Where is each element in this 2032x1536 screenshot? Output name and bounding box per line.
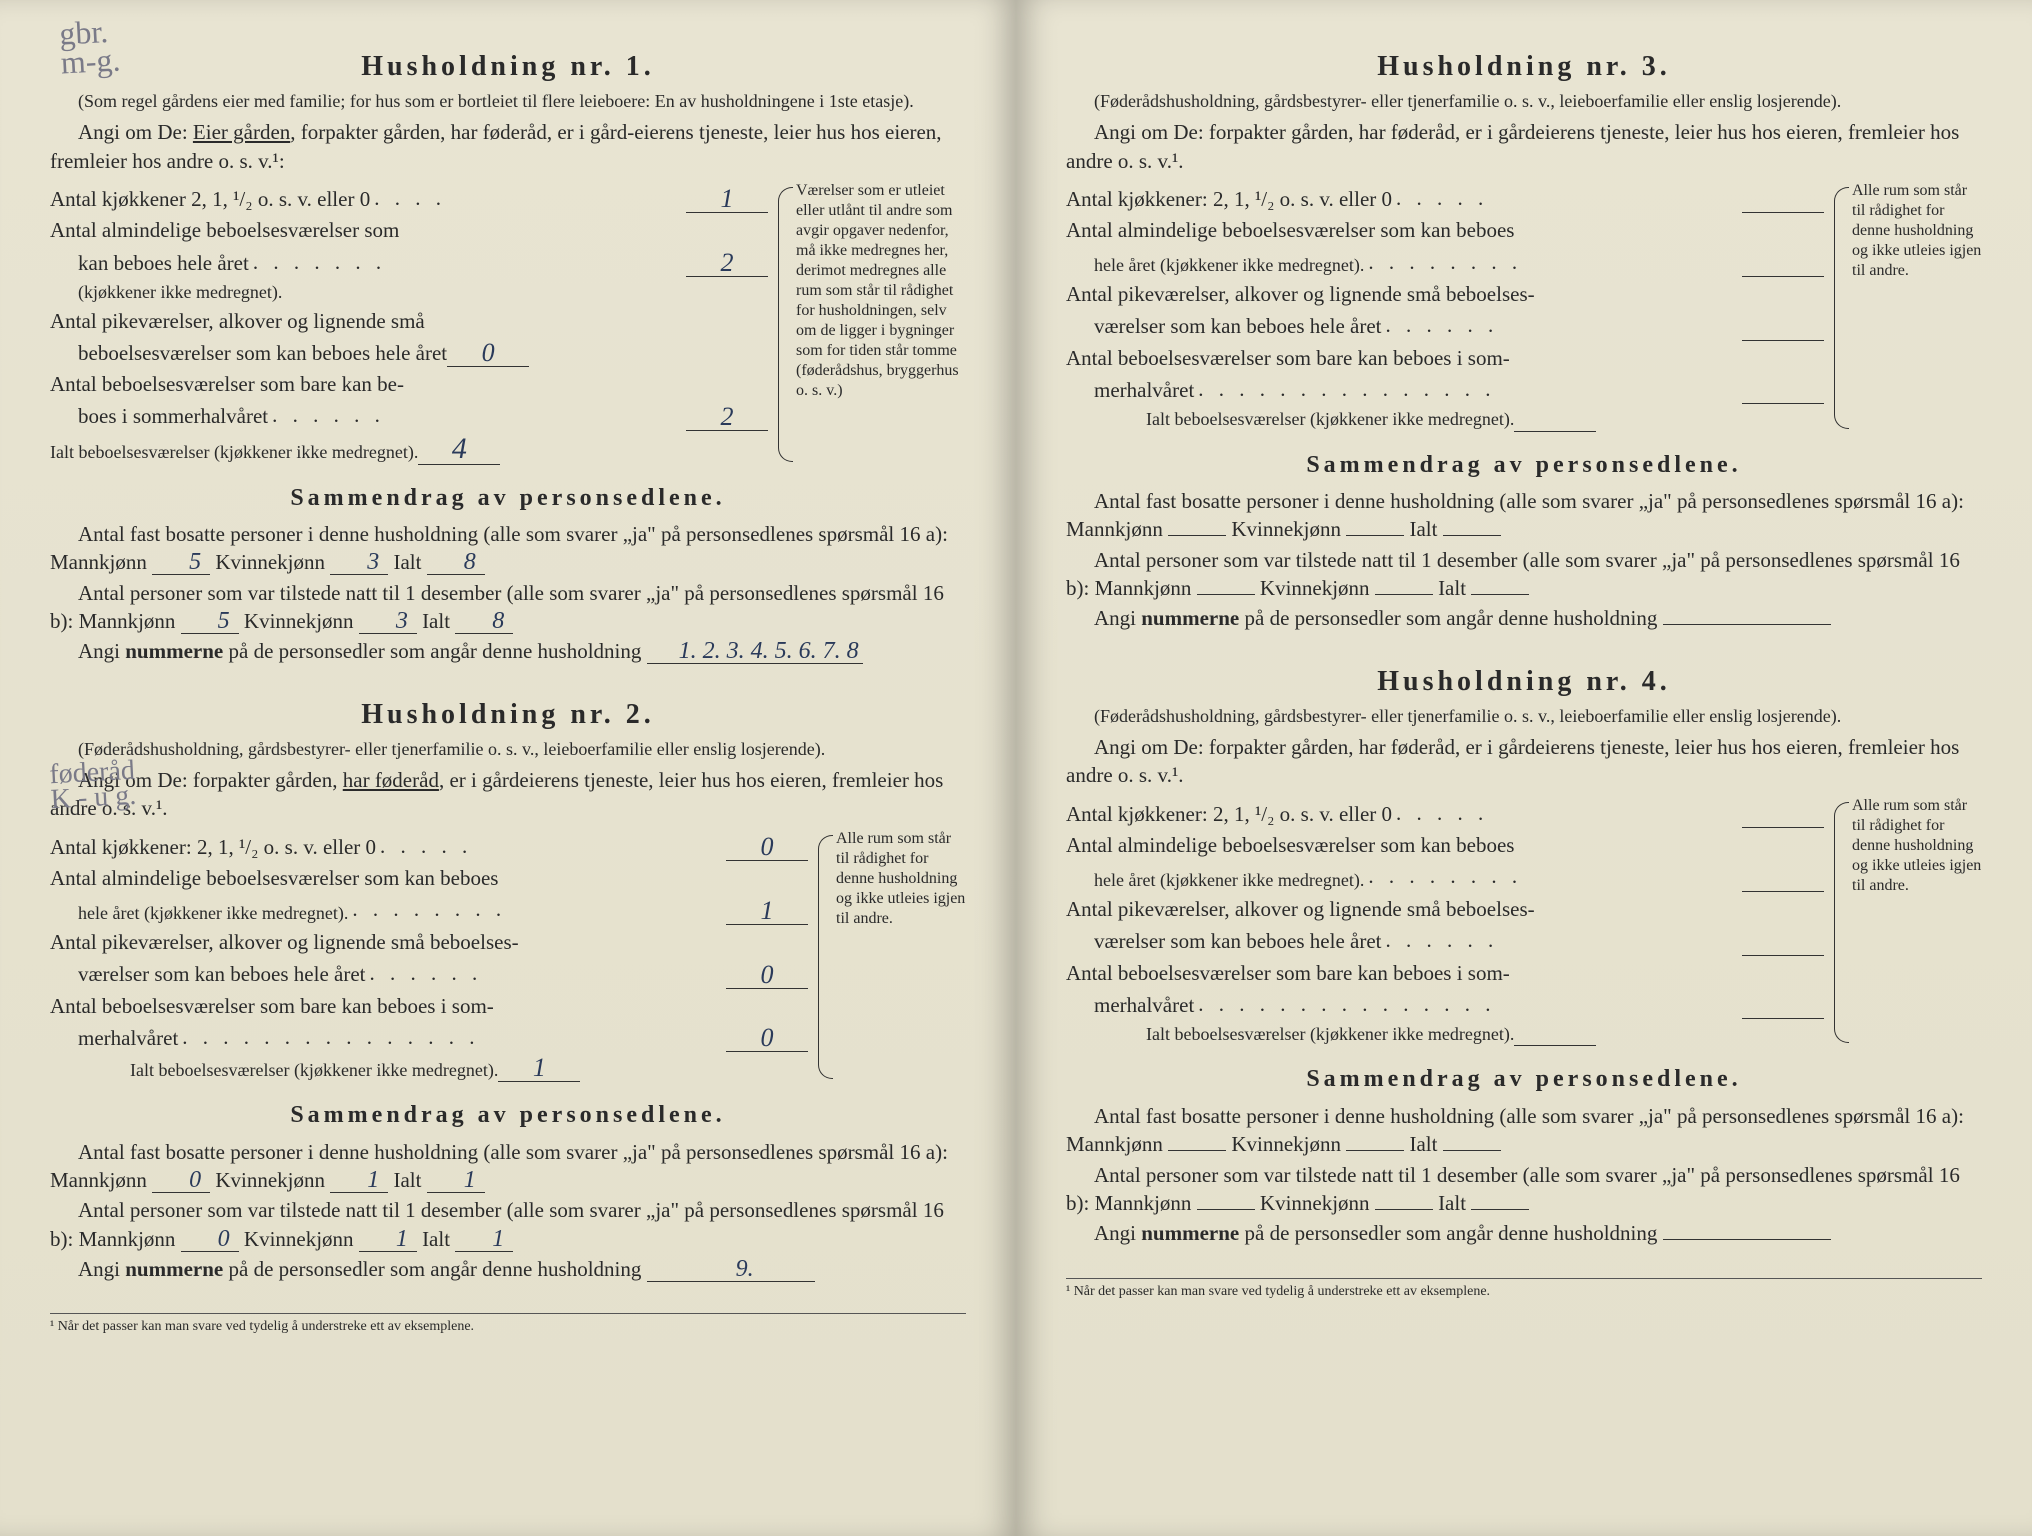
h2-sidenote: Alle rum som står til rådighet for denne…	[818, 829, 966, 1085]
h3-sum-p2: Antal personer som var tilstede natt til…	[1066, 546, 1982, 603]
h4-sum-p2: Antal personer som var tilstede natt til…	[1066, 1161, 1982, 1218]
household-1: Husholdning nr. 1. (Som regel gårdens ei…	[50, 48, 966, 666]
handwriting-2: føderådK - u g.	[49, 758, 137, 813]
h3-r3b: værelser som kan beboes hele året. . . .…	[1066, 311, 1824, 340]
household-3: Husholdning nr. 3. (Føderådshusholdning,…	[1066, 48, 1982, 633]
h1-sum-p1: Antal fast bosatte personer i denne hush…	[50, 520, 966, 577]
h1-r2b: kan beboes hele året. . . . . . .2	[50, 248, 768, 277]
h1-title: Husholdning nr. 1.	[50, 48, 966, 86]
h2-r3b: værelser som kan beboes hele året. . . .…	[50, 959, 808, 988]
h3-title: Husholdning nr. 3.	[1066, 48, 1982, 86]
h4-r4b: merhalvåret. . . . . . . . . . . . . . .	[1066, 990, 1824, 1019]
footnote-right: ¹ Når det passer kan man svare ved tydel…	[1066, 1278, 1982, 1302]
h2-sum-p2: Antal personer som var tilstede natt til…	[50, 1196, 966, 1253]
h3-subtitle: (Føderådshusholdning, gårdsbestyrer- ell…	[1066, 90, 1982, 113]
h3-r5: Ialt beboelsesværelser (kjøkkener ikke m…	[1066, 407, 1824, 431]
h4-r5: Ialt beboelsesværelser (kjøkkener ikke m…	[1066, 1022, 1824, 1046]
h3-sum-p1: Antal fast bosatte personer i denne hush…	[1066, 487, 1982, 544]
h4-sumhead: Sammendrag av personsedlene.	[1066, 1063, 1982, 1095]
h4-r3a: Antal pikeværelser, alkover og lignende …	[1066, 895, 1824, 923]
h2-angi: Angi om De: forpakter gården, har føderå…	[50, 766, 966, 823]
h2-title: Husholdning nr. 2.	[50, 696, 966, 734]
h1-r5: Ialt beboelsesværelser (kjøkkener ikke m…	[50, 434, 768, 465]
h2-r2b: hele året (kjøkkener ikke medregnet).. .…	[50, 895, 808, 924]
h4-r3b: værelser som kan beboes hele året. . . .…	[1066, 926, 1824, 955]
left-page: gbr.m-g. Husholdning nr. 1. (Som regel g…	[0, 0, 1016, 1536]
h3-rows-block: Antal kjøkkener: 2, 1, ¹/₂ o. s. v. elle…	[1066, 181, 1982, 435]
h1-r3b: beboelsesværelser som kan beboes hele år…	[50, 339, 768, 367]
h1-r3a: Antal pikeværelser, alkover og lignende …	[50, 307, 768, 335]
h2-r4b: merhalvåret. . . . . . . . . . . . . . .…	[50, 1023, 808, 1052]
h2-sumhead: Sammendrag av personsedlene.	[50, 1099, 966, 1131]
h1-rows-block: Antal kjøkkener 2, 1, ¹/₂ o. s. v. eller…	[50, 181, 966, 468]
footnote-left: ¹ Når det passer kan man svare ved tydel…	[50, 1313, 966, 1337]
h4-r1: Antal kjøkkener: 2, 1, ¹/₂ o. s. v. elle…	[1066, 799, 1824, 828]
h4-sum-p3: Angi nummerne på de personsedler som ang…	[1066, 1219, 1982, 1247]
h3-sumhead: Sammendrag av personsedlene.	[1066, 449, 1982, 481]
h4-sum-p1: Antal fast bosatte personer i denne hush…	[1066, 1102, 1982, 1159]
h4-title: Husholdning nr. 4.	[1066, 663, 1982, 701]
h1-subtitle: (Som regel gårdens eier med familie; for…	[50, 90, 966, 113]
h1-sidenote: Værelser som er utleiet eller utlånt til…	[778, 181, 966, 468]
household-4: Husholdning nr. 4. (Føderådshusholdning,…	[1066, 663, 1982, 1248]
h2-sum-p1: Antal fast bosatte personer i denne hush…	[50, 1138, 966, 1195]
h3-r2a: Antal almindelige beboelsesværelser som …	[1066, 216, 1824, 244]
h1-sum-p3: Angi nummerne på de personsedler som ang…	[50, 637, 966, 665]
h2-r1: Antal kjøkkener: 2, 1, ¹/₂ o. s. v. elle…	[50, 832, 808, 861]
right-page: Husholdning nr. 3. (Føderådshusholdning,…	[1016, 0, 2032, 1536]
h3-r1: Antal kjøkkener: 2, 1, ¹/₂ o. s. v. elle…	[1066, 184, 1824, 213]
h2-subtitle: (Føderådshusholdning, gårdsbestyrer- ell…	[50, 738, 966, 761]
h3-r4b: merhalvåret. . . . . . . . . . . . . . .	[1066, 375, 1824, 404]
h1-sum-p2: Antal personer som var tilstede natt til…	[50, 579, 966, 636]
h3-sidenote: Alle rum som står til rådighet for denne…	[1834, 181, 1982, 435]
h3-r4a: Antal beboelsesværelser som bare kan beb…	[1066, 344, 1824, 372]
h1-r2a: Antal almindelige beboelsesværelser som	[50, 216, 768, 244]
h1-r4a: Antal beboelsesværelser som bare kan be-	[50, 370, 768, 398]
h3-r3a: Antal pikeværelser, alkover og lignende …	[1066, 280, 1824, 308]
h1-sumhead: Sammendrag av personsedlene.	[50, 482, 966, 514]
h1-r4b: boes i sommerhalvåret. . . . . .2	[50, 401, 768, 430]
h2-r4a: Antal beboelsesværelser som bare kan beb…	[50, 992, 808, 1020]
h2-r5: Ialt beboelsesværelser (kjøkkener ikke m…	[50, 1055, 808, 1082]
h4-angi: Angi om De: forpakter gården, har føderå…	[1066, 733, 1982, 790]
h3-sum-p3: Angi nummerne på de personsedler som ang…	[1066, 604, 1982, 632]
h4-subtitle: (Føderådshusholdning, gårdsbestyrer- ell…	[1066, 705, 1982, 728]
h3-r2b: hele året (kjøkkener ikke medregnet).. .…	[1066, 248, 1824, 277]
h2-r2a: Antal almindelige beboelsesværelser som …	[50, 864, 808, 892]
h1-r2note: (kjøkkener ikke medregnet).	[50, 280, 768, 304]
household-2: Husholdning nr. 2. (Føderådshusholdning,…	[50, 696, 966, 1284]
h3-angi: Angi om De: forpakter gården, har føderå…	[1066, 118, 1982, 175]
h1-r1: Antal kjøkkener 2, 1, ¹/₂ o. s. v. eller…	[50, 184, 768, 213]
h4-sidenote: Alle rum som står til rådighet for denne…	[1834, 796, 1982, 1050]
h2-rows-block: Antal kjøkkener: 2, 1, ¹/₂ o. s. v. elle…	[50, 829, 966, 1085]
handwriting-1: gbr.m-g.	[59, 16, 121, 77]
h4-r4a: Antal beboelsesværelser som bare kan beb…	[1066, 959, 1824, 987]
h4-rows-block: Antal kjøkkener: 2, 1, ¹/₂ o. s. v. elle…	[1066, 796, 1982, 1050]
h4-r2b: hele året (kjøkkener ikke medregnet).. .…	[1066, 862, 1824, 891]
h2-sum-p3: Angi nummerne på de personsedler som ang…	[50, 1255, 966, 1283]
h4-r2a: Antal almindelige beboelsesværelser som …	[1066, 831, 1824, 859]
h2-r3a: Antal pikeværelser, alkover og lignende …	[50, 928, 808, 956]
h1-angi: Angi om De: Eier gården, forpakter gårde…	[50, 118, 966, 175]
